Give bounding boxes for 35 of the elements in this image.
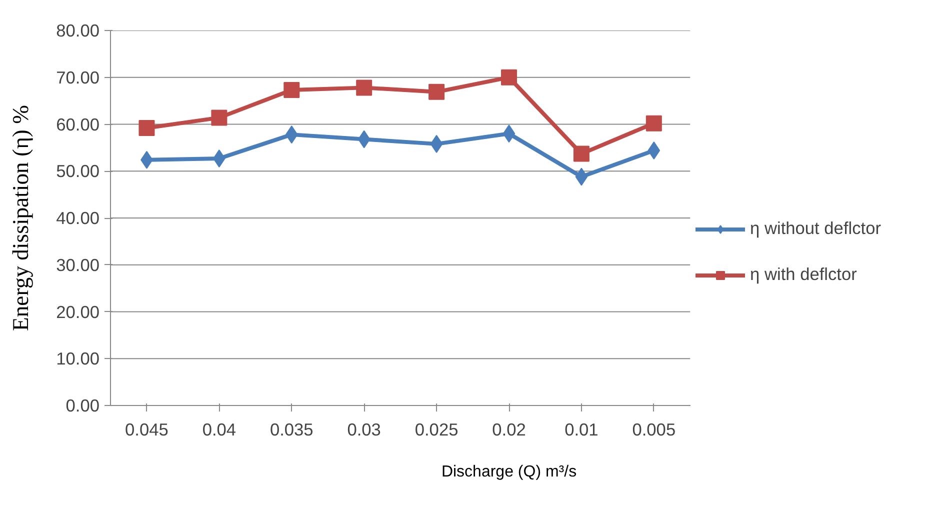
point xyxy=(575,168,588,186)
y-tick-label: 60.00 xyxy=(56,114,100,134)
y-tick-label: 10.00 xyxy=(56,348,100,369)
x-tick-label: 0.025 xyxy=(414,420,458,440)
x-tick-label: 0.02 xyxy=(492,420,526,440)
point xyxy=(358,130,370,148)
point xyxy=(428,84,445,100)
point xyxy=(285,126,298,144)
x-tick-label: 0.01 xyxy=(564,420,598,440)
y-tick-label: 70.00 xyxy=(56,67,100,88)
legend-label: η without deflctor xyxy=(750,218,881,239)
x-tick-label: 0.045 xyxy=(125,420,168,440)
y-tick-label: 40.00 xyxy=(56,208,100,228)
point xyxy=(284,82,300,98)
y-axis-title: Energy dissipation (η) % xyxy=(8,104,34,331)
x-tick-label: 0.005 xyxy=(632,420,676,440)
point xyxy=(501,69,517,86)
point xyxy=(138,120,155,136)
x-tick-label: 0.04 xyxy=(202,420,236,440)
point xyxy=(648,142,660,160)
y-tick-label: 20.00 xyxy=(56,302,100,322)
y-tick-label: 30.00 xyxy=(56,254,100,275)
point xyxy=(573,146,590,162)
x-tick-label: 0.035 xyxy=(270,420,314,440)
y-tick-label: 80.00 xyxy=(56,20,100,40)
y-tick-label: 0.00 xyxy=(66,396,100,416)
point xyxy=(211,110,228,126)
point xyxy=(502,124,516,143)
point xyxy=(646,115,662,132)
legend-label: η with deflctor xyxy=(750,264,857,285)
y-tick-label: 50.00 xyxy=(56,161,100,182)
point xyxy=(430,134,443,153)
point xyxy=(356,80,372,96)
x-axis-title: Discharge (Q) m³/s xyxy=(441,464,577,480)
x-tick-label: 0.03 xyxy=(347,420,381,440)
